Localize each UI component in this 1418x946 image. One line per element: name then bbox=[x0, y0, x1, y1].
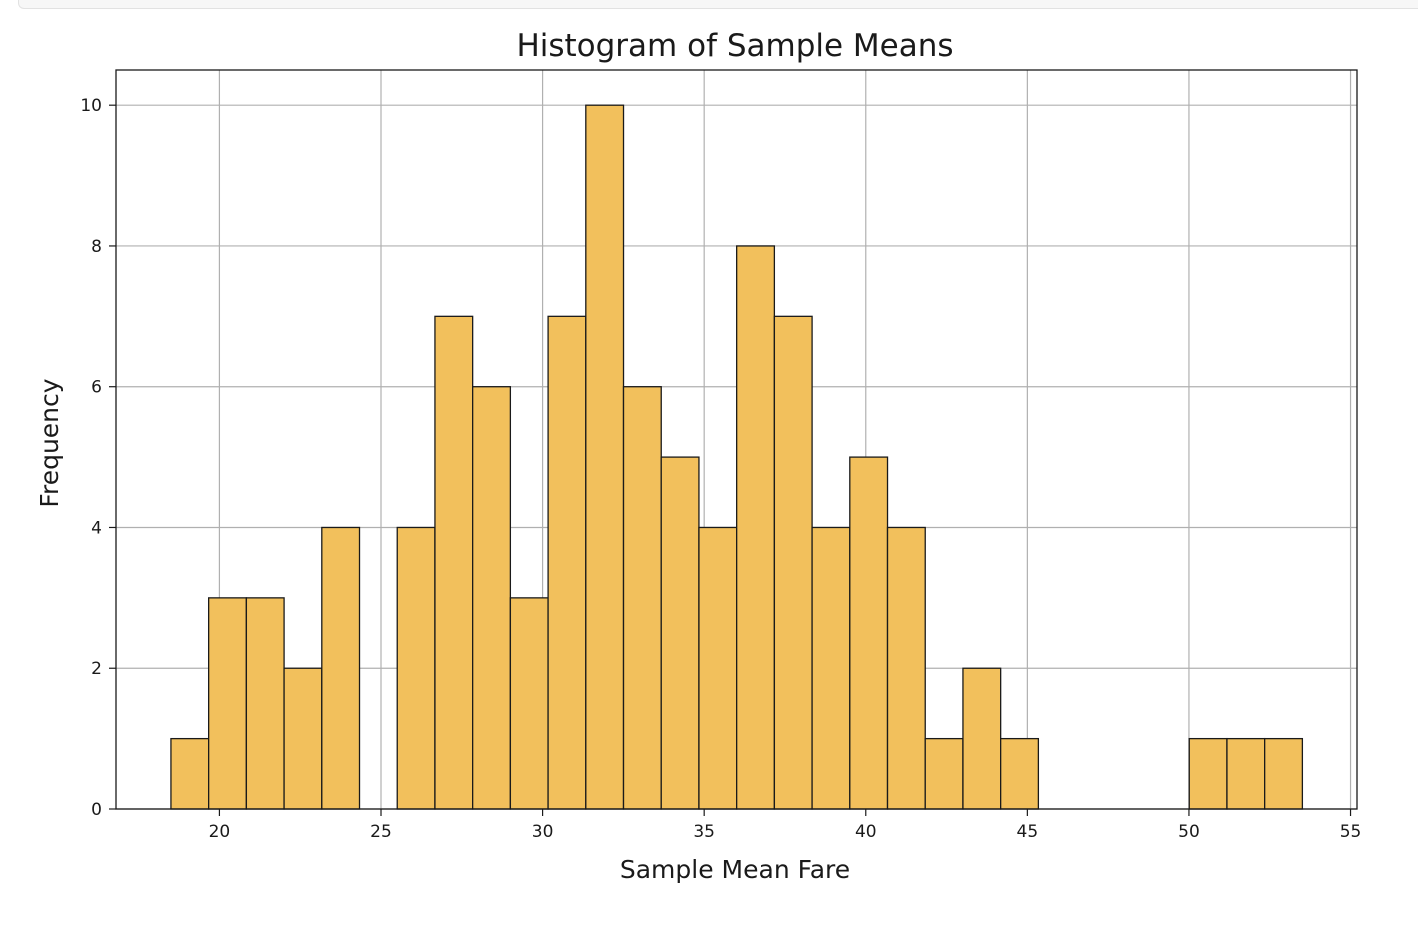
histogram-bar bbox=[698, 526, 738, 810]
histogram-bar bbox=[472, 386, 512, 810]
x-tick-label: 25 bbox=[370, 822, 392, 842]
x-tick-label: 40 bbox=[855, 822, 877, 842]
histogram-bar bbox=[170, 737, 210, 810]
histogram-bar bbox=[622, 386, 662, 810]
y-tick-label: 4 bbox=[91, 518, 102, 538]
y-tick-label: 10 bbox=[80, 96, 102, 116]
histogram-bar bbox=[924, 737, 964, 810]
histogram-bars bbox=[170, 104, 1304, 810]
histogram-bar bbox=[660, 456, 700, 810]
histogram-bar bbox=[208, 597, 248, 810]
histogram-bar bbox=[1264, 737, 1304, 810]
histogram-bar bbox=[509, 597, 549, 810]
plot-frame bbox=[115, 69, 1358, 810]
histogram-bar bbox=[736, 245, 776, 810]
histogram-bar bbox=[396, 526, 436, 810]
histogram-bar bbox=[245, 597, 285, 810]
y-tick-label: 2 bbox=[91, 659, 102, 679]
y-tick-label: 6 bbox=[91, 378, 102, 398]
histogram-bar bbox=[962, 667, 1002, 810]
y-tick-label: 8 bbox=[91, 237, 102, 257]
x-tick-label: 50 bbox=[1178, 822, 1200, 842]
histogram-bar bbox=[1000, 737, 1040, 810]
x-axis-ticks: 20 25 30 35 40 45 50 55 bbox=[209, 809, 1362, 842]
chart-title: Histogram of Sample Means bbox=[516, 28, 953, 64]
histogram-bar bbox=[434, 315, 474, 810]
y-axis-ticks: 0 2 4 6 8 10 bbox=[80, 96, 116, 820]
histogram-bar bbox=[283, 667, 323, 810]
histogram-bar bbox=[585, 104, 625, 810]
x-tick-label: 30 bbox=[532, 822, 554, 842]
x-axis-label: Sample Mean Fare bbox=[620, 855, 850, 884]
x-tick-label: 45 bbox=[1017, 822, 1039, 842]
histogram-bar bbox=[1226, 737, 1266, 810]
cell-output-border bbox=[18, 0, 1418, 9]
histogram-bar bbox=[886, 526, 926, 810]
x-tick-label: 35 bbox=[693, 822, 715, 842]
x-tick-label: 20 bbox=[209, 822, 231, 842]
histogram-bar bbox=[849, 456, 889, 810]
histogram-bar bbox=[811, 526, 851, 810]
histogram-bar bbox=[773, 315, 813, 810]
x-tick-label: 55 bbox=[1340, 822, 1362, 842]
histogram-bar bbox=[1188, 737, 1228, 810]
histogram-bar bbox=[547, 315, 587, 810]
y-tick-label: 0 bbox=[91, 800, 102, 820]
y-axis-label: Frequency bbox=[35, 378, 64, 507]
histogram-bar bbox=[321, 526, 361, 810]
